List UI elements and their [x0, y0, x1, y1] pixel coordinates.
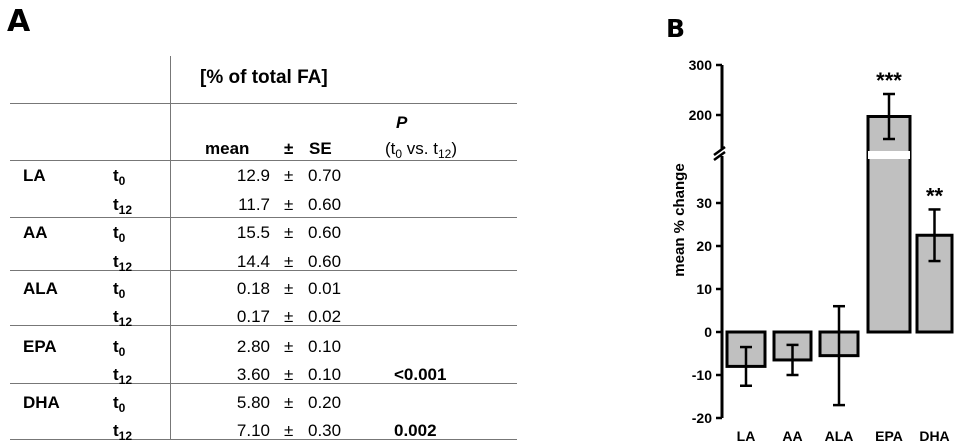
table-rule — [10, 103, 517, 104]
row-se: 0.70 — [308, 166, 342, 185]
y-tick-label: 300 — [689, 57, 713, 73]
row-plus-minus: ± — [284, 365, 294, 384]
row-plus-minus: ± — [284, 223, 294, 242]
header-p: P — [396, 113, 408, 132]
row-plus-minus: ± — [284, 337, 294, 356]
row-plus-minus: ± — [284, 393, 294, 412]
table-rule — [10, 217, 517, 218]
row-fatty-acid: DHA — [23, 393, 60, 412]
row-mean: 0.18 — [236, 279, 270, 298]
row-se: 0.60 — [308, 223, 342, 242]
table-header-group: [% of total FA] — [200, 67, 328, 88]
y-tick-label: -10 — [692, 367, 712, 383]
row-se: 0.02 — [308, 307, 342, 326]
table-column-divider — [170, 56, 171, 439]
x-tick-label: AA — [782, 428, 802, 444]
row-timepoint: t12 — [113, 365, 133, 387]
fatty-acid-table: [% of total FA] mean ± SE P (t0 vs. t12) LA t0 1… — [10, 0, 522, 445]
row-timepoint: t0 — [113, 393, 126, 415]
y-tick-label: 30 — [696, 195, 712, 211]
row-plus-minus: ± — [284, 195, 294, 214]
table-rule — [10, 270, 517, 271]
row-mean: 5.80 — [236, 393, 270, 412]
axis-break-gap — [868, 151, 910, 159]
row-timepoint: t0 — [113, 279, 126, 301]
row-fatty-acid: EPA — [23, 337, 57, 356]
row-mean: 15.5 — [236, 223, 270, 242]
row-plus-minus: ± — [284, 252, 294, 271]
row-plus-minus: ± — [284, 166, 294, 185]
row-mean: 0.17 — [236, 307, 270, 326]
row-se: 0.60 — [308, 252, 342, 271]
x-tick-label: ALA — [825, 428, 854, 444]
panel-label-b: B — [666, 14, 686, 43]
row-mean: 2.80 — [236, 337, 270, 356]
row-fatty-acid: AA — [23, 223, 48, 242]
row-timepoint: t0 — [113, 223, 126, 245]
row-se: 0.30 — [308, 421, 342, 440]
x-tick-label: DHA — [919, 428, 949, 444]
header-se: SE — [309, 139, 332, 158]
row-se: 0.20 — [308, 393, 342, 412]
table-rule — [10, 439, 517, 440]
row-mean: 12.9 — [236, 166, 270, 185]
x-tick-label: LA — [737, 428, 756, 444]
row-fatty-acid: LA — [23, 166, 46, 185]
row-se: 0.01 — [308, 279, 342, 298]
table-rule — [10, 383, 517, 384]
row-timepoint: t12 — [113, 421, 133, 443]
row-timepoint: t12 — [113, 307, 133, 329]
axis-break-mark — [713, 145, 726, 157]
row-timepoint: t0 — [113, 166, 126, 188]
header-mean: mean — [205, 139, 250, 158]
row-plus-minus: ± — [284, 279, 294, 298]
y-tick-label: -20 — [692, 410, 712, 426]
x-tick-label: EPA — [875, 428, 903, 444]
row-timepoint: t0 — [113, 337, 126, 359]
header-plus-minus: ± — [284, 139, 294, 158]
row-fatty-acid: ALA — [23, 279, 58, 298]
y-axis-title: mean % change — [671, 163, 688, 276]
row-se: 0.60 — [308, 195, 342, 214]
y-tick-label: 200 — [689, 107, 713, 123]
y-tick-label: 20 — [696, 238, 712, 254]
significance-marker: *** — [876, 68, 902, 93]
table-rule — [10, 160, 517, 161]
row-plus-minus: ± — [284, 307, 294, 326]
significance-marker: ** — [926, 183, 944, 208]
row-mean: 14.4 — [236, 252, 270, 271]
table-rule — [10, 325, 517, 326]
panel-label-a: A — [7, 4, 31, 39]
header-p-comparison: (t0 vs. t12) — [385, 139, 458, 161]
row-p-value: 0.002 — [394, 421, 437, 440]
row-mean: 11.7 — [238, 195, 270, 214]
row-mean: 3.60 — [236, 365, 270, 384]
row-timepoint: t12 — [113, 195, 133, 217]
y-tick-label: 0 — [704, 324, 712, 340]
row-timepoint: t12 — [113, 252, 133, 274]
row-p-value: <0.001 — [394, 365, 447, 384]
row-mean: 7.10 — [236, 421, 270, 440]
axis-break-mark — [713, 150, 726, 162]
row-se: 0.10 — [308, 365, 342, 384]
y-tick-label: 10 — [696, 281, 712, 297]
row-plus-minus: ± — [284, 421, 294, 440]
row-se: 0.10 — [308, 337, 342, 356]
bar-epa — [866, 115, 912, 334]
